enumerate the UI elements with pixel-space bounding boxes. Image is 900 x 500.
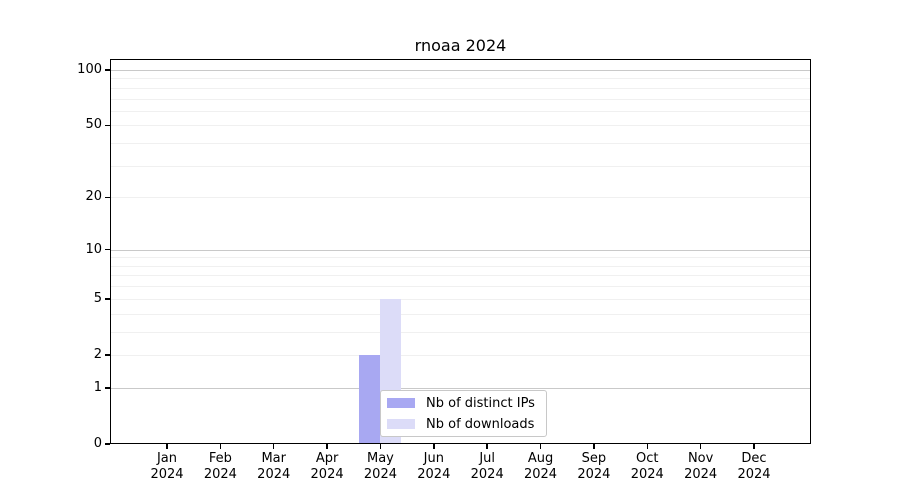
gridline-minor bbox=[110, 98, 811, 100]
gridline-minor bbox=[110, 257, 811, 259]
gridline-minor bbox=[110, 78, 811, 80]
x-tick-label: Jan 2024 bbox=[150, 451, 184, 482]
x-tick-label: Nov 2024 bbox=[684, 451, 718, 482]
gridline-minor bbox=[110, 110, 811, 112]
gridline-minor bbox=[110, 331, 811, 333]
legend-swatch-downloads bbox=[387, 419, 415, 429]
legend-item-distinct-ips: Nb of distinct IPs bbox=[385, 394, 542, 412]
legend-item-downloads: Nb of downloads bbox=[385, 415, 542, 433]
x-tick-mark bbox=[486, 444, 488, 449]
gridline-minor bbox=[110, 143, 811, 145]
legend-label-downloads: Nb of downloads bbox=[426, 416, 535, 432]
gridline-minor bbox=[110, 275, 811, 277]
y-tick-label: 0 bbox=[93, 436, 102, 451]
chart-title: rnoaa 2024 bbox=[414, 36, 507, 55]
y-tick-mark bbox=[105, 354, 110, 356]
y-tick-label: 2 bbox=[93, 346, 102, 362]
x-tick-mark bbox=[326, 444, 328, 449]
bar-nb-of-distinct-ips bbox=[359, 354, 381, 444]
x-tick-mark bbox=[166, 444, 168, 449]
gridline-minor bbox=[110, 354, 811, 356]
gridline-minor bbox=[110, 298, 811, 300]
y-tick-mark bbox=[105, 124, 110, 127]
x-tick-label: Oct 2024 bbox=[630, 451, 664, 482]
y-tick-label: 20 bbox=[85, 189, 102, 205]
x-tick-mark bbox=[753, 444, 755, 449]
gridline-minor bbox=[110, 165, 811, 167]
x-tick-label: Aug 2024 bbox=[523, 451, 558, 482]
gridline-minor bbox=[110, 197, 811, 199]
x-tick-mark bbox=[646, 444, 649, 449]
y-tick-label: 100 bbox=[77, 62, 102, 77]
y-tick-label: 50 bbox=[85, 117, 102, 133]
gridline-minor bbox=[110, 313, 811, 315]
x-tick-label: Sep 2024 bbox=[577, 451, 611, 482]
y-tick-mark bbox=[105, 248, 110, 251]
legend-label-distinct-ips: Nb of distinct IPs bbox=[426, 395, 535, 411]
legend: Nb of distinct IPs Nb of downloads bbox=[380, 390, 547, 437]
y-tick-mark bbox=[105, 298, 110, 300]
y-tick-mark bbox=[105, 196, 110, 199]
x-tick-label: Mar 2024 bbox=[257, 451, 291, 482]
x-tick-label: May 2024 bbox=[363, 451, 397, 482]
plot-area: Nb of distinct IPs Nb of downloads bbox=[110, 59, 811, 444]
x-tick-label: Feb 2024 bbox=[203, 451, 237, 482]
y-tick-mark bbox=[105, 387, 110, 389]
gridline-minor bbox=[110, 265, 811, 267]
gridline-minor bbox=[110, 286, 811, 288]
x-tick-label: Apr 2024 bbox=[310, 451, 344, 482]
gridline-major bbox=[110, 387, 811, 389]
gridline-major bbox=[110, 249, 811, 251]
y-tick-label: 5 bbox=[93, 290, 102, 306]
gridline-minor bbox=[110, 125, 811, 127]
x-tick-mark bbox=[699, 444, 702, 449]
x-tick-label: Dec 2024 bbox=[737, 451, 771, 482]
y-tick-mark bbox=[105, 443, 110, 445]
gridline-minor bbox=[110, 87, 811, 89]
x-tick-label: Jun 2024 bbox=[417, 451, 451, 482]
y-tick-label: 10 bbox=[85, 241, 102, 257]
x-tick-mark bbox=[433, 444, 435, 449]
x-tick-mark bbox=[219, 444, 222, 449]
y-tick-label: 1 bbox=[93, 379, 102, 395]
y-tick-mark bbox=[105, 69, 110, 71]
x-tick-mark bbox=[379, 444, 382, 449]
gridline-major bbox=[110, 70, 811, 71]
legend-swatch-distinct-ips bbox=[387, 398, 415, 408]
x-tick-label: Jul 2024 bbox=[470, 451, 504, 482]
x-tick-mark bbox=[272, 444, 275, 449]
x-tick-mark bbox=[539, 444, 542, 449]
x-tick-mark bbox=[593, 444, 595, 449]
